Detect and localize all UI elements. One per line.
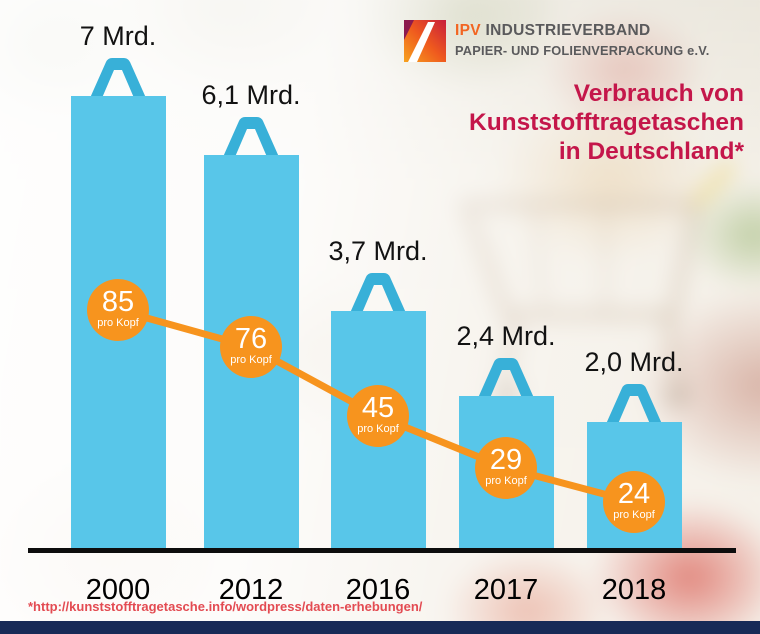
- bar-value-label: 3,7 Mrd.: [328, 236, 428, 266]
- source-link[interactable]: *http://kunststofftragetasche.info/wordp…: [28, 599, 423, 614]
- logo-ipv-label: IPV: [455, 22, 481, 39]
- per-capita-value: 29: [489, 444, 523, 476]
- per-capita-badge: 76 pro Kopf: [220, 316, 282, 378]
- bottom-strip: [0, 621, 760, 634]
- x-axis-label: 2000: [85, 574, 151, 606]
- chart-title-line: in Deutschland*: [558, 138, 744, 165]
- per-capita-value: 24: [617, 478, 651, 510]
- per-capita-value: 76: [234, 323, 268, 355]
- per-capita-unit: pro Kopf: [613, 509, 655, 521]
- bar-value-label: 6,1 Mrd.: [201, 80, 301, 110]
- per-capita-value: 45: [361, 392, 395, 424]
- bar-value-label: 7 Mrd.: [79, 21, 157, 51]
- chart-title-line: Kunststofftragetaschen: [469, 109, 744, 136]
- logo-org-name: INDUSTRIEVERBAND: [485, 22, 651, 39]
- per-capita-badge: 24 pro Kopf: [603, 471, 665, 533]
- per-capita-unit: pro Kopf: [357, 423, 399, 435]
- chart-title: Verbrauch von Kunststofftragetaschen in …: [469, 79, 744, 166]
- bag-handle-icon: [89, 58, 146, 98]
- per-capita-badge: 85 pro Kopf: [87, 279, 149, 341]
- per-capita-badge: 29 pro Kopf: [475, 437, 537, 499]
- logo-org-line1: IPV INDUSTRIEVERBAND: [455, 22, 710, 40]
- ipv-logo-text: IPV INDUSTRIEVERBAND PAPIER- UND FOLIENV…: [455, 20, 710, 58]
- per-capita-unit: pro Kopf: [230, 354, 272, 366]
- ipv-logo-block: IPV INDUSTRIEVERBAND PAPIER- UND FOLIENV…: [404, 20, 710, 62]
- ipv-logo-icon: [404, 20, 446, 62]
- x-axis-label: 2017: [473, 574, 539, 606]
- per-capita-unit: pro Kopf: [485, 475, 527, 487]
- per-capita-value: 85: [101, 286, 135, 318]
- x-axis-label: 2012: [218, 574, 284, 606]
- per-capita-badge: 45 pro Kopf: [347, 385, 409, 447]
- x-axis-label: 2018: [601, 574, 667, 606]
- bag-handle-icon: [222, 117, 279, 157]
- chart-title-line: Verbrauch von: [573, 80, 744, 107]
- logo-org-line2: PAPIER- UND FOLIENVERPACKUNG e.V.: [455, 43, 710, 58]
- per-capita-unit: pro Kopf: [97, 317, 139, 329]
- bag-handle-icon: [349, 273, 406, 313]
- x-axis-label: 2016: [345, 574, 411, 606]
- x-axis-line: [28, 548, 736, 553]
